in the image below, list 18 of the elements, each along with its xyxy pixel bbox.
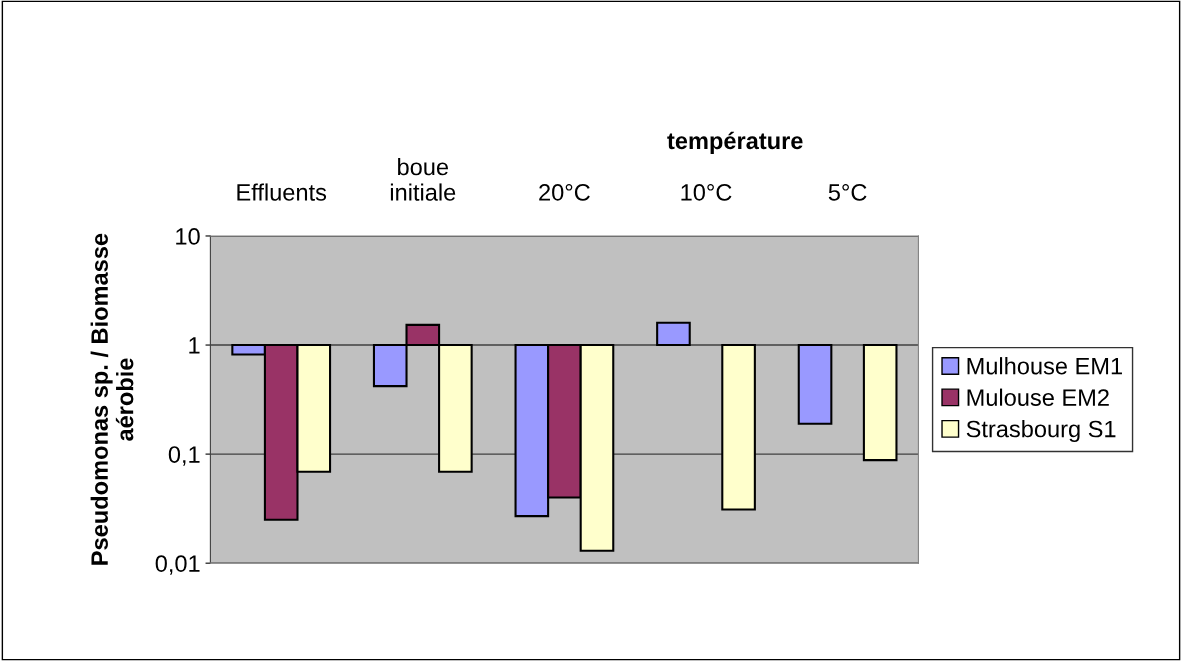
y-tick-label: 10 xyxy=(176,228,200,245)
legend-label: Strasbourg S1 xyxy=(966,420,1116,443)
legend-label: Mulhouse EM1 xyxy=(967,357,1122,375)
y-axis-title: Pseudomonas sp. / Biomasse aérobie xyxy=(90,233,134,565)
bar xyxy=(862,344,898,462)
x-tick-label: 10°C xyxy=(681,184,732,201)
x-tick-label: 5°C xyxy=(828,184,867,201)
x-tick-label: 20°C xyxy=(539,184,590,201)
y-tick-label: 0,01 xyxy=(155,555,200,575)
text: température xyxy=(667,131,803,154)
y-tick-label: 0,1 xyxy=(168,446,200,466)
x-tick-label: boue initiale xyxy=(390,157,456,201)
bar xyxy=(656,321,691,347)
x-tick-label: Effluents xyxy=(237,183,327,201)
bar xyxy=(721,344,756,511)
y-tick-label: 1 xyxy=(189,337,200,354)
legend-label: Mulouse EM2 xyxy=(967,388,1109,406)
bar xyxy=(797,344,833,425)
